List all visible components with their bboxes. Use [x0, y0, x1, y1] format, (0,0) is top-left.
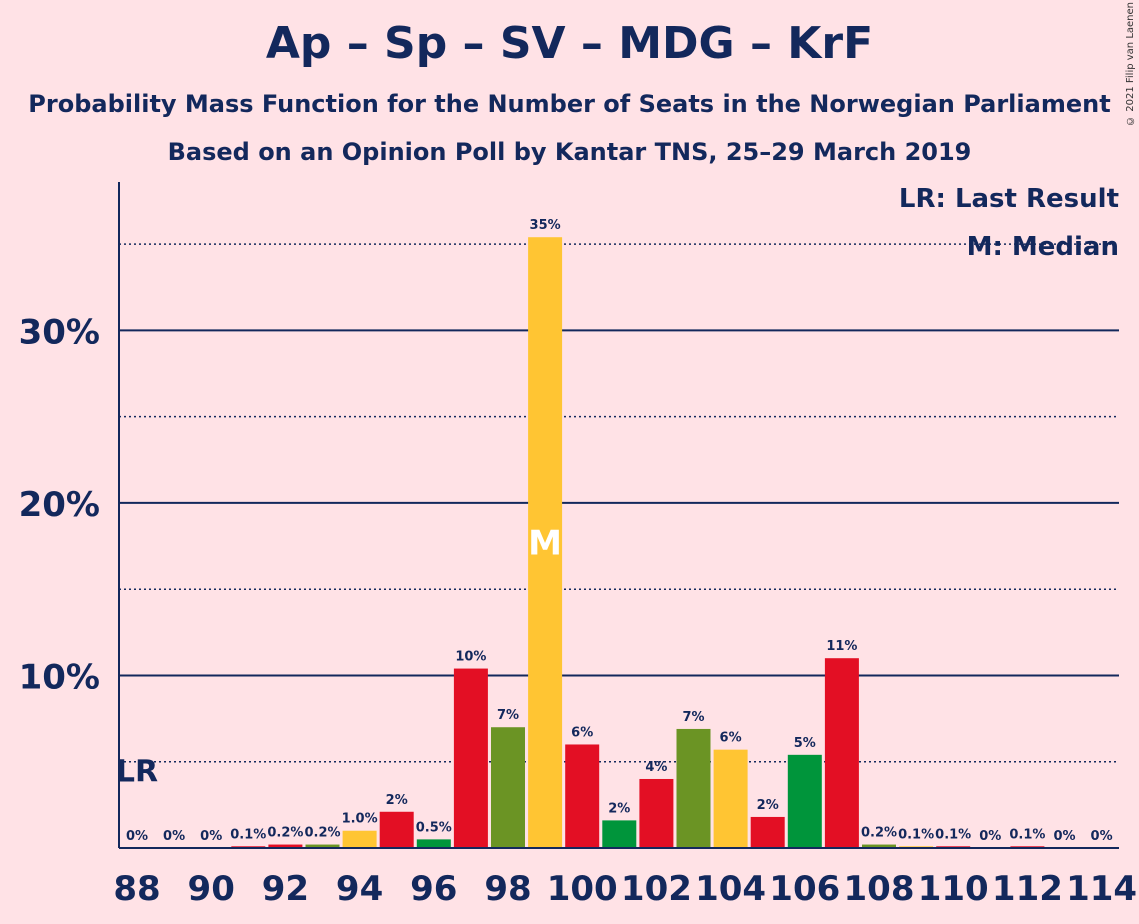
data-label: 0.1% — [230, 827, 266, 842]
x-tick-label: 94 — [336, 869, 383, 909]
bar-seat-104 — [713, 749, 748, 848]
data-label: 0% — [979, 829, 1001, 844]
data-label: 35% — [530, 218, 561, 233]
bar-seat-92 — [268, 844, 303, 848]
data-label: 11% — [826, 639, 857, 654]
bar-seat-106 — [787, 754, 822, 848]
bar-seat-99 — [528, 237, 563, 849]
bar-seat-93 — [305, 844, 340, 848]
data-label: 0.2% — [267, 826, 303, 841]
data-label: 0.2% — [304, 826, 340, 841]
legend-median: M: Median — [966, 232, 1119, 262]
data-label: 2% — [386, 793, 408, 808]
chart-subtitle: Probability Mass Function for the Number… — [28, 90, 1111, 118]
y-tick-label: 30% — [19, 312, 100, 352]
bar-seat-108 — [862, 844, 896, 848]
bar-seat-98 — [491, 727, 525, 848]
x-tick-label: 110 — [918, 869, 989, 909]
x-tick-label: 108 — [844, 869, 915, 909]
median-marker: M — [528, 524, 562, 564]
data-label: 10% — [455, 650, 486, 665]
x-tick-label: 106 — [769, 869, 840, 909]
data-label: 0.1% — [1009, 827, 1045, 842]
bar-seat-94 — [342, 830, 377, 848]
x-tick-label: 114 — [1066, 869, 1137, 909]
data-label: 7% — [497, 708, 519, 723]
data-label: 7% — [682, 710, 704, 725]
data-label: 0% — [1053, 829, 1075, 844]
last-result-marker: LR — [116, 755, 158, 790]
y-tick-label: 10% — [19, 657, 100, 697]
x-tick-label: 102 — [621, 869, 692, 909]
x-tick-label: 100 — [547, 869, 618, 909]
legend-last-result: LR: Last Result — [898, 184, 1119, 214]
data-label: 0% — [126, 829, 148, 844]
data-label: 5% — [794, 736, 816, 751]
chart-title: Ap – Sp – SV – MDG – KrF — [265, 18, 874, 69]
bar-seat-96 — [416, 839, 451, 848]
data-label: 6% — [571, 725, 593, 740]
bar-seat-103 — [676, 728, 711, 848]
bar-seat-100 — [565, 744, 600, 848]
chart-subtitle-source: Based on an Opinion Poll by Kantar TNS, … — [167, 138, 972, 166]
bar-seat-107 — [824, 658, 859, 848]
data-label: 6% — [720, 731, 742, 746]
data-label: 0.1% — [935, 827, 971, 842]
x-tick-label: 88 — [113, 869, 160, 909]
x-tick-label: 104 — [695, 869, 766, 909]
bar-seat-101 — [602, 820, 637, 848]
data-label: 0% — [1091, 829, 1113, 844]
data-label: 4% — [645, 760, 667, 775]
data-label: 0.2% — [861, 826, 897, 841]
data-label: 0% — [163, 829, 185, 844]
bar-seat-95 — [379, 811, 414, 848]
bar-seat-97 — [453, 668, 488, 848]
data-label: 2% — [608, 801, 630, 816]
data-label: 0.5% — [416, 820, 452, 835]
data-label: 0% — [200, 829, 222, 844]
data-label: 2% — [757, 798, 779, 813]
y-tick-label: 20% — [19, 485, 100, 525]
x-tick-label: 92 — [262, 869, 309, 909]
x-tick-label: 112 — [992, 869, 1063, 909]
bar-seat-105 — [750, 816, 785, 848]
bar-seat-102 — [639, 778, 674, 848]
data-label: 1.0% — [342, 812, 378, 827]
data-label: 0.1% — [898, 827, 934, 842]
x-tick-label: 98 — [484, 869, 531, 909]
x-tick-label: 90 — [188, 869, 235, 909]
x-tick-label: 96 — [410, 869, 457, 909]
